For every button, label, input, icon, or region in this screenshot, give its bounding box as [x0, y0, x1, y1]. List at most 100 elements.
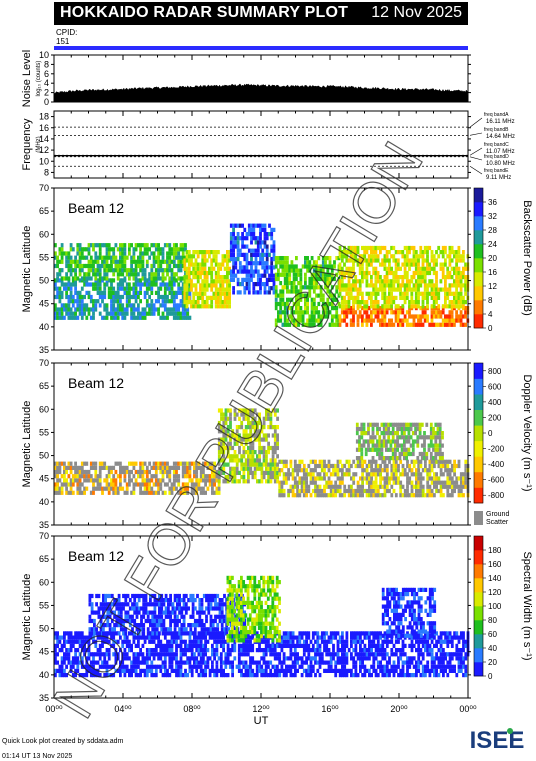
- velocity-cell: [240, 412, 244, 417]
- power-cell: [405, 254, 409, 259]
- power-colorbar-seg-0: [474, 314, 483, 329]
- power-cell: [405, 287, 409, 292]
- power-cell: [150, 311, 154, 316]
- velocity-cell: [229, 441, 232, 446]
- power-cell: [245, 277, 249, 282]
- power-cell: [367, 283, 371, 288]
- velocity-cell: [314, 476, 317, 481]
- velocity-cell: [251, 408, 255, 413]
- velocity-cell: [125, 469, 129, 475]
- power-cell: [358, 279, 362, 284]
- power-cell: [310, 272, 314, 277]
- velocity-cell: [457, 488, 461, 494]
- power-cell: [170, 282, 174, 287]
- power-cell: [361, 254, 364, 259]
- power-cell: [112, 259, 116, 264]
- velocity-cell: [444, 484, 447, 489]
- power-cell: [426, 254, 429, 259]
- velocity-cell: [145, 474, 149, 479]
- width-cell: [168, 648, 172, 653]
- power-cell: [238, 290, 242, 295]
- power-cell: [388, 283, 391, 288]
- width-cell: [112, 639, 116, 644]
- power-cell: [105, 259, 109, 264]
- velocity-cell: [247, 458, 250, 463]
- velocity-cell: [362, 426, 366, 432]
- velocity-cell: [327, 476, 331, 481]
- power-cell: [450, 266, 454, 271]
- power-cell: [410, 245, 414, 251]
- power-cell: [172, 303, 176, 308]
- velocity-cell: [420, 422, 424, 427]
- power-cell: [328, 276, 332, 282]
- power-cell: [399, 322, 402, 327]
- velocity-cell: [258, 433, 261, 438]
- width-cell: [71, 664, 75, 669]
- width-cell: [197, 673, 201, 678]
- width-cell: [193, 664, 196, 669]
- width-cell: [145, 660, 149, 665]
- power-cell: [137, 294, 140, 300]
- power-cell: [259, 273, 262, 278]
- power-cell: [236, 282, 240, 287]
- power-cell: [254, 265, 258, 270]
- power-cell: [347, 245, 351, 251]
- velocity-cell: [92, 482, 95, 487]
- velocity-cell: [296, 468, 299, 473]
- power-cell: [123, 315, 127, 320]
- power-cell: [196, 304, 200, 309]
- power-cell: [328, 272, 332, 277]
- velocity-cell: [394, 443, 397, 448]
- velocity-cell: [159, 486, 163, 491]
- power-cell: [152, 282, 156, 287]
- velocity-cell: [273, 450, 277, 455]
- velocity-cell: [358, 456, 361, 461]
- power-cell: [185, 291, 189, 296]
- power-cell: [139, 247, 142, 252]
- velocity-cell: [157, 486, 160, 491]
- power-cell: [184, 303, 187, 308]
- power-cell: [238, 261, 242, 266]
- power-cell: [74, 311, 77, 316]
- power-cell: [340, 283, 344, 288]
- width-cell: [141, 652, 145, 657]
- power-cell: [292, 281, 296, 286]
- velocity-cell: [269, 416, 273, 421]
- power-cell: [412, 318, 416, 323]
- width-cell: [148, 656, 151, 661]
- power-cell: [270, 236, 274, 241]
- power-cell: [399, 291, 402, 296]
- velocity-cell: [437, 488, 441, 494]
- power-cell: [254, 248, 258, 253]
- power-cell: [453, 304, 456, 309]
- power-cell: [247, 227, 251, 232]
- velocity-cell: [235, 425, 239, 430]
- width-cell: [161, 648, 165, 653]
- velocity-cell: [383, 480, 387, 485]
- power-cell: [114, 311, 118, 316]
- power-cell: [412, 287, 416, 292]
- width-cell: [121, 639, 125, 644]
- power-cell: [439, 250, 443, 255]
- velocity-cell: [58, 478, 62, 483]
- power-cell: [410, 314, 414, 319]
- velocity-cell: [376, 443, 379, 448]
- power-cell: [110, 307, 113, 312]
- velocity-cell: [238, 416, 241, 421]
- velocity-cell: [94, 465, 98, 470]
- power-cell: [175, 311, 178, 316]
- velocity-cell: [442, 459, 445, 464]
- power-cell: [134, 290, 138, 295]
- width-cell: [208, 656, 212, 661]
- power-cell: [277, 272, 280, 277]
- velocity-cell: [229, 466, 232, 471]
- power-cell: [214, 287, 218, 292]
- velocity-cell: [444, 463, 447, 469]
- power-cell: [137, 263, 140, 269]
- power-cell: [185, 283, 189, 288]
- width-cell: [206, 656, 210, 661]
- velocity-cell: [244, 450, 248, 455]
- power-cell: [457, 283, 461, 288]
- velocity-cell: [320, 488, 324, 494]
